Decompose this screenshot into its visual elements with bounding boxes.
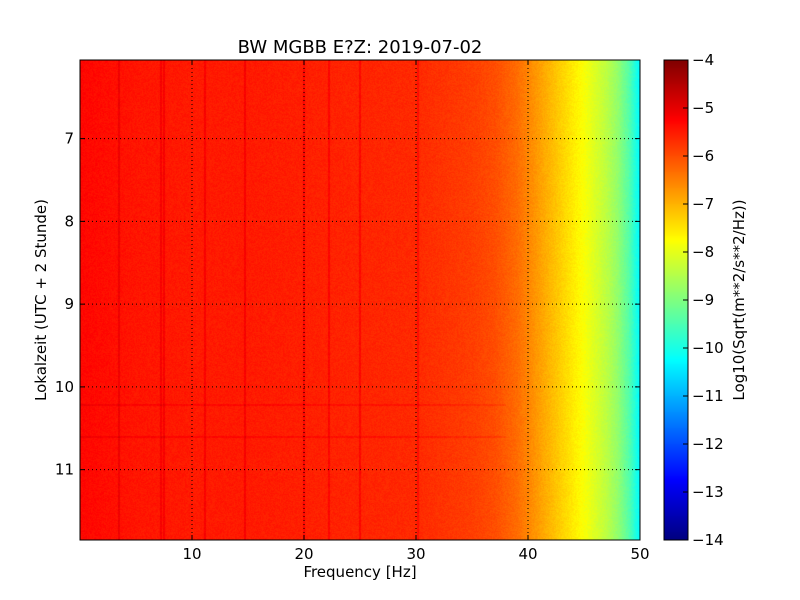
colorbar-tick-label: −7 [692, 195, 714, 213]
x-tick-label: 40 [518, 545, 537, 563]
colorbar-tick-label: −12 [692, 435, 724, 453]
x-axis-label: Frequency [Hz] [303, 563, 416, 581]
y-tick-label: 9 [64, 295, 74, 313]
colorbar: −4 −5 −6 −7 −8 −9 −10 −11 −12 −13 −14 [663, 51, 724, 549]
spectrogram-plot: 10 20 30 40 50 7 8 9 10 11 [55, 59, 650, 563]
colorbar-tick-label: −14 [692, 531, 724, 549]
colorbar-tick-label: −13 [692, 483, 724, 501]
x-axis-ticks: 10 20 30 40 50 [182, 60, 650, 563]
x-tick-label: 10 [182, 545, 201, 563]
colorbar-tick-label: −5 [692, 99, 714, 117]
colorbar-label: Log10(Sqrt(m**2/s**2/Hz)) [730, 199, 748, 400]
colorbar-tick-label: −11 [692, 387, 724, 405]
colorbar-ticks: −4 −5 −6 −7 −8 −9 −10 −11 −12 −13 −14 [683, 51, 724, 549]
y-tick-label: 8 [64, 212, 74, 230]
y-tick-label: 10 [55, 378, 74, 396]
x-tick-label: 50 [630, 545, 649, 563]
y-axis-ticks: 7 8 9 10 11 [55, 130, 640, 479]
y-tick-label: 11 [55, 461, 74, 479]
plot-frame [79, 59, 641, 541]
grid-lines [80, 60, 640, 540]
x-tick-label: 30 [406, 545, 425, 563]
colorbar-tick-label: −8 [692, 243, 714, 261]
colorbar-tick-label: −9 [692, 291, 714, 309]
spectrogram-heatmap [80, 60, 640, 540]
y-axis-label: Lokalzeit (UTC + 2 Stunde) [32, 199, 50, 401]
y-tick-label: 7 [64, 130, 74, 148]
colorbar-tick-label: −4 [692, 51, 714, 69]
colorbar-tick-label: −6 [692, 147, 714, 165]
x-tick-label: 20 [294, 545, 313, 563]
colorbar-tick-label: −10 [692, 339, 724, 357]
chart-title: BW MGBB E?Z: 2019-07-02 [238, 37, 483, 58]
